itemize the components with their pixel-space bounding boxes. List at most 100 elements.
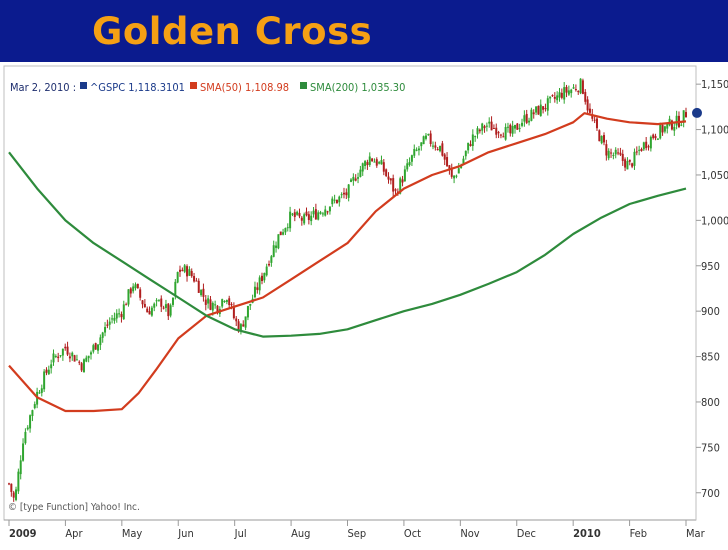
candle-body — [354, 178, 357, 181]
candle-body — [652, 134, 655, 139]
candle-body — [617, 152, 620, 154]
candle-body — [366, 162, 369, 166]
candle-body — [317, 212, 320, 220]
candle-body — [429, 133, 432, 145]
candle-body — [15, 489, 18, 500]
x-tick-label: Feb — [630, 527, 647, 540]
candle-body — [230, 304, 233, 306]
candle-body — [546, 98, 549, 111]
chart-area: Mar 2, 2010 : ^GSPC 1,118.3101 SMA(50) 1… — [0, 62, 728, 546]
candle-body — [556, 95, 559, 101]
candle-body — [321, 213, 324, 215]
candle-body — [387, 176, 390, 180]
candle-body — [64, 346, 67, 349]
candle-body — [420, 142, 423, 147]
candle-body — [624, 159, 627, 168]
candle-body — [649, 136, 652, 149]
chart-credit: © [type Function] Yahoo! Inc. — [8, 502, 140, 513]
candle-body — [207, 298, 210, 304]
slide-header: Golden Cross — [0, 0, 728, 62]
x-tick-label: Jul — [234, 527, 247, 540]
candle-body — [389, 178, 392, 181]
candle-body — [572, 87, 575, 89]
candle-body — [410, 155, 413, 162]
candle-body — [560, 92, 563, 98]
candle-body — [258, 277, 261, 291]
candle-body — [626, 161, 629, 170]
candle-body — [298, 212, 301, 217]
slide-title: Golden Cross — [92, 10, 373, 53]
candle-body — [54, 356, 57, 358]
candle-body — [71, 352, 74, 357]
last-value-marker — [692, 107, 702, 118]
candle-body — [612, 155, 615, 157]
candle-body — [518, 127, 521, 129]
candle-body — [291, 213, 294, 215]
candle-body — [380, 160, 383, 165]
candle-body — [204, 299, 207, 305]
candle-body — [443, 154, 446, 160]
candle-body — [506, 126, 509, 128]
candle-body — [406, 163, 409, 170]
candle-body — [661, 125, 664, 133]
candle-body — [242, 324, 245, 327]
moving-average-lines — [8, 107, 702, 413]
sma200-line — [8, 151, 687, 338]
candle-body — [174, 281, 177, 297]
y-tick-label: 1,100 — [701, 124, 728, 137]
candle-body — [593, 119, 596, 121]
candle-body — [497, 132, 500, 134]
candle-body — [45, 369, 48, 373]
candle-body — [492, 127, 495, 129]
candle-body — [127, 289, 130, 305]
candle-body — [553, 96, 556, 99]
candle-body — [588, 108, 591, 113]
candle-body — [591, 114, 594, 119]
candle-body — [232, 306, 235, 319]
candle-body — [511, 125, 514, 134]
candle-body — [209, 299, 212, 310]
candle-body — [235, 318, 238, 322]
y-tick-label: 800 — [701, 396, 720, 409]
candle-body — [24, 431, 27, 444]
candle-body — [333, 199, 336, 201]
candle-body — [186, 266, 189, 277]
candle-body — [239, 324, 242, 331]
legend-item-sma50: SMA(50) 1,108.98 — [200, 81, 289, 94]
candle-body — [605, 144, 608, 156]
candle-body — [43, 371, 46, 390]
candle-body — [663, 126, 666, 132]
candle-body — [427, 134, 430, 136]
candle-body — [33, 404, 36, 409]
y-axis: 1,150 1,100 1,050 1,000 950 900 850 800 750 700 — [696, 78, 728, 500]
x-tick-label: Mar — [686, 527, 706, 540]
candle-body — [195, 280, 198, 282]
candle-body — [574, 89, 577, 91]
candle-body — [104, 327, 107, 333]
candle-body — [413, 148, 416, 156]
candle-body — [40, 388, 43, 393]
candle-body — [595, 118, 598, 129]
candle-body — [504, 126, 507, 140]
candle-body — [328, 206, 331, 212]
candle-body — [565, 86, 568, 93]
candle-body — [310, 215, 313, 222]
candle-body — [296, 211, 299, 215]
candle-body — [183, 265, 186, 272]
candle-body — [303, 214, 306, 224]
candle-body — [645, 141, 648, 149]
candle-body — [307, 214, 310, 220]
candle-body — [59, 355, 62, 357]
candle-body — [335, 199, 338, 204]
candle-body — [80, 363, 83, 371]
x-tick-label: Oct — [404, 527, 421, 540]
candle-body — [113, 317, 116, 321]
candle-body — [659, 124, 662, 139]
candle-body — [577, 90, 580, 93]
legend-date: Mar 2, 2010 : — [10, 81, 76, 94]
candle-body — [19, 460, 22, 475]
candle-body — [221, 299, 224, 307]
candle-body — [598, 130, 601, 142]
candle-body — [141, 300, 144, 305]
candle-body — [621, 153, 624, 161]
